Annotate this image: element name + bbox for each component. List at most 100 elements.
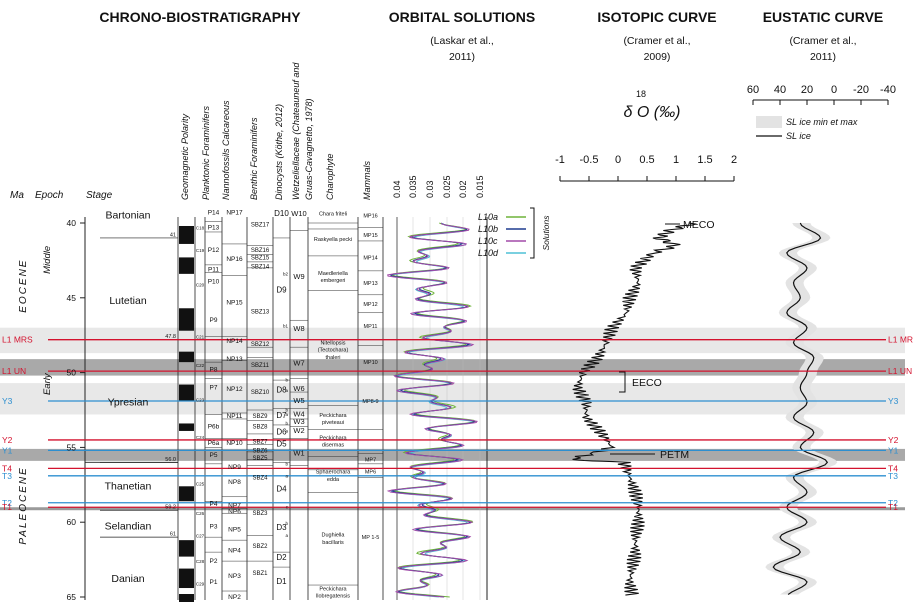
isotopic-axis-label: δ O (‰) — [624, 104, 681, 121]
dinocysts-zone: D2 — [276, 553, 287, 562]
nannofossils-zone: NP4 — [228, 548, 241, 555]
epoch-eocene: EOCENE — [18, 259, 29, 313]
band-4 — [0, 507, 905, 511]
text-labels: CHRONO-BIOSTRATIGRAPHY ORBITAL SOLUTIONS (… — [2, 9, 913, 602]
benthic-zone: SBZ7 — [252, 439, 268, 445]
nannofossils-zone: NP17 — [226, 210, 243, 217]
isotopic-source-year: 2009) — [644, 51, 671, 63]
wetzel-zone: W6 — [293, 384, 304, 393]
planktonic-zone: P10 — [208, 278, 220, 285]
benthic-zone: SBZ3 — [252, 511, 268, 517]
isotopic-superscript: 18 — [636, 89, 646, 99]
eustatic-curve — [772, 222, 829, 595]
mammals-zone: MP6 — [365, 469, 376, 475]
charophyte-zone: bacillaris — [322, 540, 344, 546]
orbital-source: (Laskar et al., — [430, 35, 494, 47]
col-title-charophyte: Charophyte — [325, 153, 335, 200]
nannofossils-zone: NP8 — [228, 479, 241, 486]
dinocysts-zone: D7 — [276, 411, 287, 420]
orbital-tick-label: 0.03 — [425, 180, 435, 198]
event-label-right: T1 — [888, 502, 898, 512]
nannofossils-zone: NP14 — [226, 338, 243, 345]
eustatic-tick-label: 20 — [801, 84, 813, 96]
event-lines — [48, 339, 886, 508]
charophyte-zone: disermas — [322, 443, 345, 449]
polarity-normal-0 — [179, 225, 194, 244]
band-1 — [0, 359, 905, 376]
eustatic-header: EUSTATIC CURVE — [763, 9, 884, 25]
orbital-legend-bracket — [530, 207, 535, 259]
dinocyst-subzone: b — [285, 421, 288, 426]
planktonic-zone: P6b — [208, 423, 220, 430]
eustatic-source: (Cramer et al., — [789, 35, 856, 47]
planktonic-zone: P1 — [210, 579, 218, 586]
wetzel-zone: W5 — [293, 396, 304, 405]
dinocysts-zone: D8 — [276, 386, 287, 395]
chron-label: C26 — [196, 511, 205, 516]
chron-label: C24 — [196, 435, 205, 440]
orbital-source-year: 2011) — [449, 51, 475, 63]
charophyte-zone: thaleri — [326, 355, 341, 361]
mammals-zone: MP14 — [363, 255, 377, 261]
orbital-tick-label: 0.04 — [392, 180, 402, 198]
polarity-normal-2 — [179, 308, 194, 331]
orbital-tick-label: 0.02 — [458, 180, 468, 198]
chron-label: C21 — [196, 335, 205, 340]
dinocysts-zone: D1 — [276, 577, 287, 586]
wetzel-zone: W8 — [293, 324, 304, 333]
charophyte-zone: Peckichara — [319, 586, 347, 592]
col-title-dinocysts: Dinocysts (Köthe, 2012) — [274, 104, 284, 200]
benthic-zone: SBZ16 — [251, 248, 270, 254]
col-title-geomagnetic: Geomagnetic Polarity — [180, 113, 190, 200]
isotopic-tick-label: -1 — [555, 154, 565, 166]
dinocysts-zone: D4 — [276, 484, 287, 493]
nannofossils-zone: NP13 — [226, 356, 243, 363]
benthic-zone: SBZ11 — [251, 363, 270, 369]
wetzel-zone: W3 — [293, 417, 304, 426]
dinocyst-subzone: b — [285, 407, 288, 412]
event-label-right: L1 UN — [888, 366, 912, 376]
stage-name: Danian — [111, 573, 144, 585]
dinocysts-zone: D10 — [274, 209, 289, 218]
planktonic-zone: P14 — [208, 210, 220, 217]
charophyte-zone: piveteaui — [322, 420, 344, 426]
dinocyst-subzone: a — [285, 428, 288, 433]
isotopic-tick-label: -0.5 — [580, 154, 599, 166]
charophyte-zone: Maedleriella — [318, 271, 349, 277]
col-title-nannofossils: Nannofossils Calcareous — [221, 100, 231, 200]
chron-label: C28 — [196, 559, 205, 564]
benthic-zone: SBZ1 — [252, 571, 268, 577]
charophyte-zone: Sphaerochara — [316, 470, 351, 476]
event-label-right: T3 — [888, 471, 898, 481]
polarity-normal-6 — [179, 486, 194, 502]
nannofossils-zone: NP15 — [226, 299, 243, 306]
eustatic-tick-label: 40 — [774, 84, 786, 96]
polarity-normal-8 — [179, 568, 194, 589]
benthic-zone: SBZ5 — [252, 456, 268, 462]
wetzel-zone: W1 — [293, 448, 304, 457]
event-label-left: T3 — [2, 471, 12, 481]
eustatic-tick-label: 0 — [831, 84, 837, 96]
dinocyst-subzone: b — [285, 378, 288, 383]
event-label-right: L1 MR — [888, 335, 913, 345]
nannofossils-zone: NP12 — [226, 386, 243, 393]
mammals-zone: MP11 — [364, 324, 378, 330]
mammals-zone: MP13 — [363, 281, 377, 287]
stage-name: Lutetian — [109, 295, 147, 307]
orbital-tick-label: 0.015 — [475, 175, 485, 198]
wetzel-zone: W7 — [293, 359, 304, 368]
orbital-legend-entry: L10a — [478, 212, 498, 222]
isotopic-source: (Cramer et al., — [623, 35, 690, 47]
chrono-header: CHRONO-BIOSTRATIGRAPHY — [99, 9, 301, 25]
planktonic-zone: P8 — [210, 367, 218, 374]
stage-name: Ypresian — [108, 397, 149, 409]
stage-boundary-age: 59.2 — [165, 505, 176, 511]
mammals-zone: MP7 — [365, 457, 376, 463]
nannofossils-zone: NP10 — [226, 440, 243, 447]
stage-boundary-age: 47.8 — [165, 334, 176, 340]
age-tick-label: 45 — [67, 293, 77, 303]
eustatic-tick-label: 60 — [747, 84, 759, 96]
band-3 — [0, 448, 905, 461]
stage-label: Stage — [86, 190, 113, 201]
